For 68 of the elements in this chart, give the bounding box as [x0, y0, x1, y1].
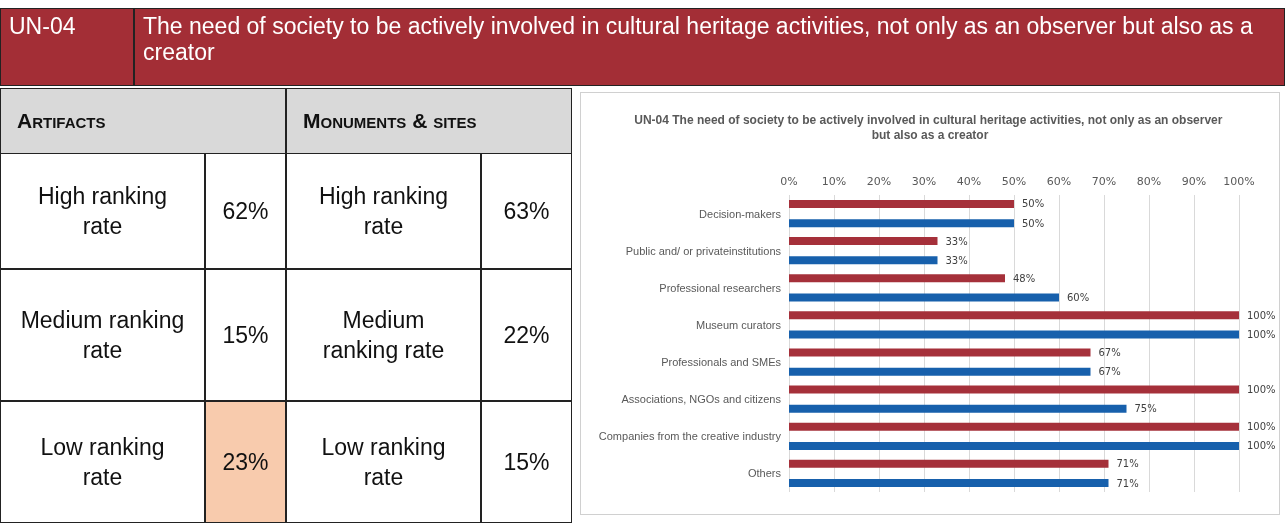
x-tick-label: 20%	[866, 175, 892, 188]
bar	[789, 348, 1091, 357]
x-tick-label: 60%	[1046, 175, 1072, 188]
data-label: 100%	[1247, 440, 1276, 452]
x-tick-label: 100%	[1223, 175, 1255, 188]
text: 22%	[503, 321, 550, 350]
bar	[789, 237, 938, 246]
text: 15%	[503, 448, 550, 477]
text: 23%	[222, 448, 269, 477]
bar	[789, 293, 1059, 302]
data-label: 48%	[1013, 272, 1036, 284]
bar	[789, 367, 1091, 376]
data-label: 100%	[1247, 384, 1276, 396]
text: Medium ranking rate	[321, 306, 446, 365]
data-label: 71%	[1116, 458, 1139, 470]
data-label: 33%	[945, 235, 968, 247]
x-tick-label: 90%	[1181, 175, 1207, 188]
data-label: 100%	[1247, 421, 1276, 433]
bar	[789, 199, 1014, 208]
data-label: 71%	[1116, 477, 1139, 489]
text: Medium ranking rate	[19, 306, 186, 365]
y-tick-label: Decision-makers	[699, 207, 782, 220]
text: High ranking rate	[317, 182, 450, 241]
x-tick-label: 80%	[1136, 175, 1162, 188]
data-label: 100%	[1247, 329, 1276, 341]
x-tick-label: 10%	[821, 175, 847, 188]
data-label: 33%	[945, 254, 968, 266]
data-label: 50%	[1022, 198, 1045, 210]
x-tick-label: 0%	[780, 175, 798, 188]
y-tick-label: Companies from the creative industry	[598, 430, 782, 443]
y-tick-label: Professional researchers	[659, 281, 782, 294]
text: Monuments & sites	[303, 108, 477, 134]
y-tick-label: Others	[747, 467, 782, 480]
bar	[789, 441, 1239, 450]
bar	[789, 274, 1005, 283]
data-label: 67%	[1098, 346, 1121, 358]
text: Low ranking rate	[39, 433, 166, 492]
text: Low ranking rate	[320, 433, 447, 492]
y-tick-label: Associations, NGOs and citizens	[621, 393, 782, 406]
data-label: 50%	[1022, 217, 1045, 229]
text: 63%	[503, 197, 550, 226]
chart-title: UN-04 The need of society to be actively involved in cultural heritage activities, not only as an observer but also as a creator	[634, 112, 1226, 142]
bar	[789, 385, 1239, 394]
bar	[789, 422, 1239, 431]
bar	[789, 404, 1127, 413]
text: High ranking rate	[36, 182, 169, 241]
text: 15%	[222, 321, 269, 350]
x-tick-label: 50%	[1001, 175, 1027, 188]
data-label: 60%	[1067, 291, 1090, 303]
bar	[789, 311, 1239, 320]
x-tick-label: 40%	[956, 175, 982, 188]
x-tick-label: 70%	[1091, 175, 1117, 188]
data-label: 100%	[1247, 309, 1276, 321]
data-label: 75%	[1134, 403, 1157, 415]
bar	[789, 330, 1239, 339]
x-tick-label: 30%	[911, 175, 937, 188]
y-tick-label: Museum curators	[696, 318, 782, 331]
text: UN-04	[0, 8, 134, 86]
y-tick-label: Public and/ or privateinstitutions	[625, 244, 782, 257]
bar	[789, 479, 1109, 488]
y-tick-label: Professionals and SMEs	[661, 356, 782, 369]
text: 62%	[222, 197, 269, 226]
text: The need of society to be actively involved in cultural heritage activities, not only as an observer but also as a creator	[134, 8, 1285, 86]
text: Artifacts	[17, 108, 106, 134]
bar	[789, 219, 1014, 228]
bar	[789, 256, 938, 265]
data-label: 67%	[1098, 366, 1121, 378]
bar	[789, 459, 1109, 468]
